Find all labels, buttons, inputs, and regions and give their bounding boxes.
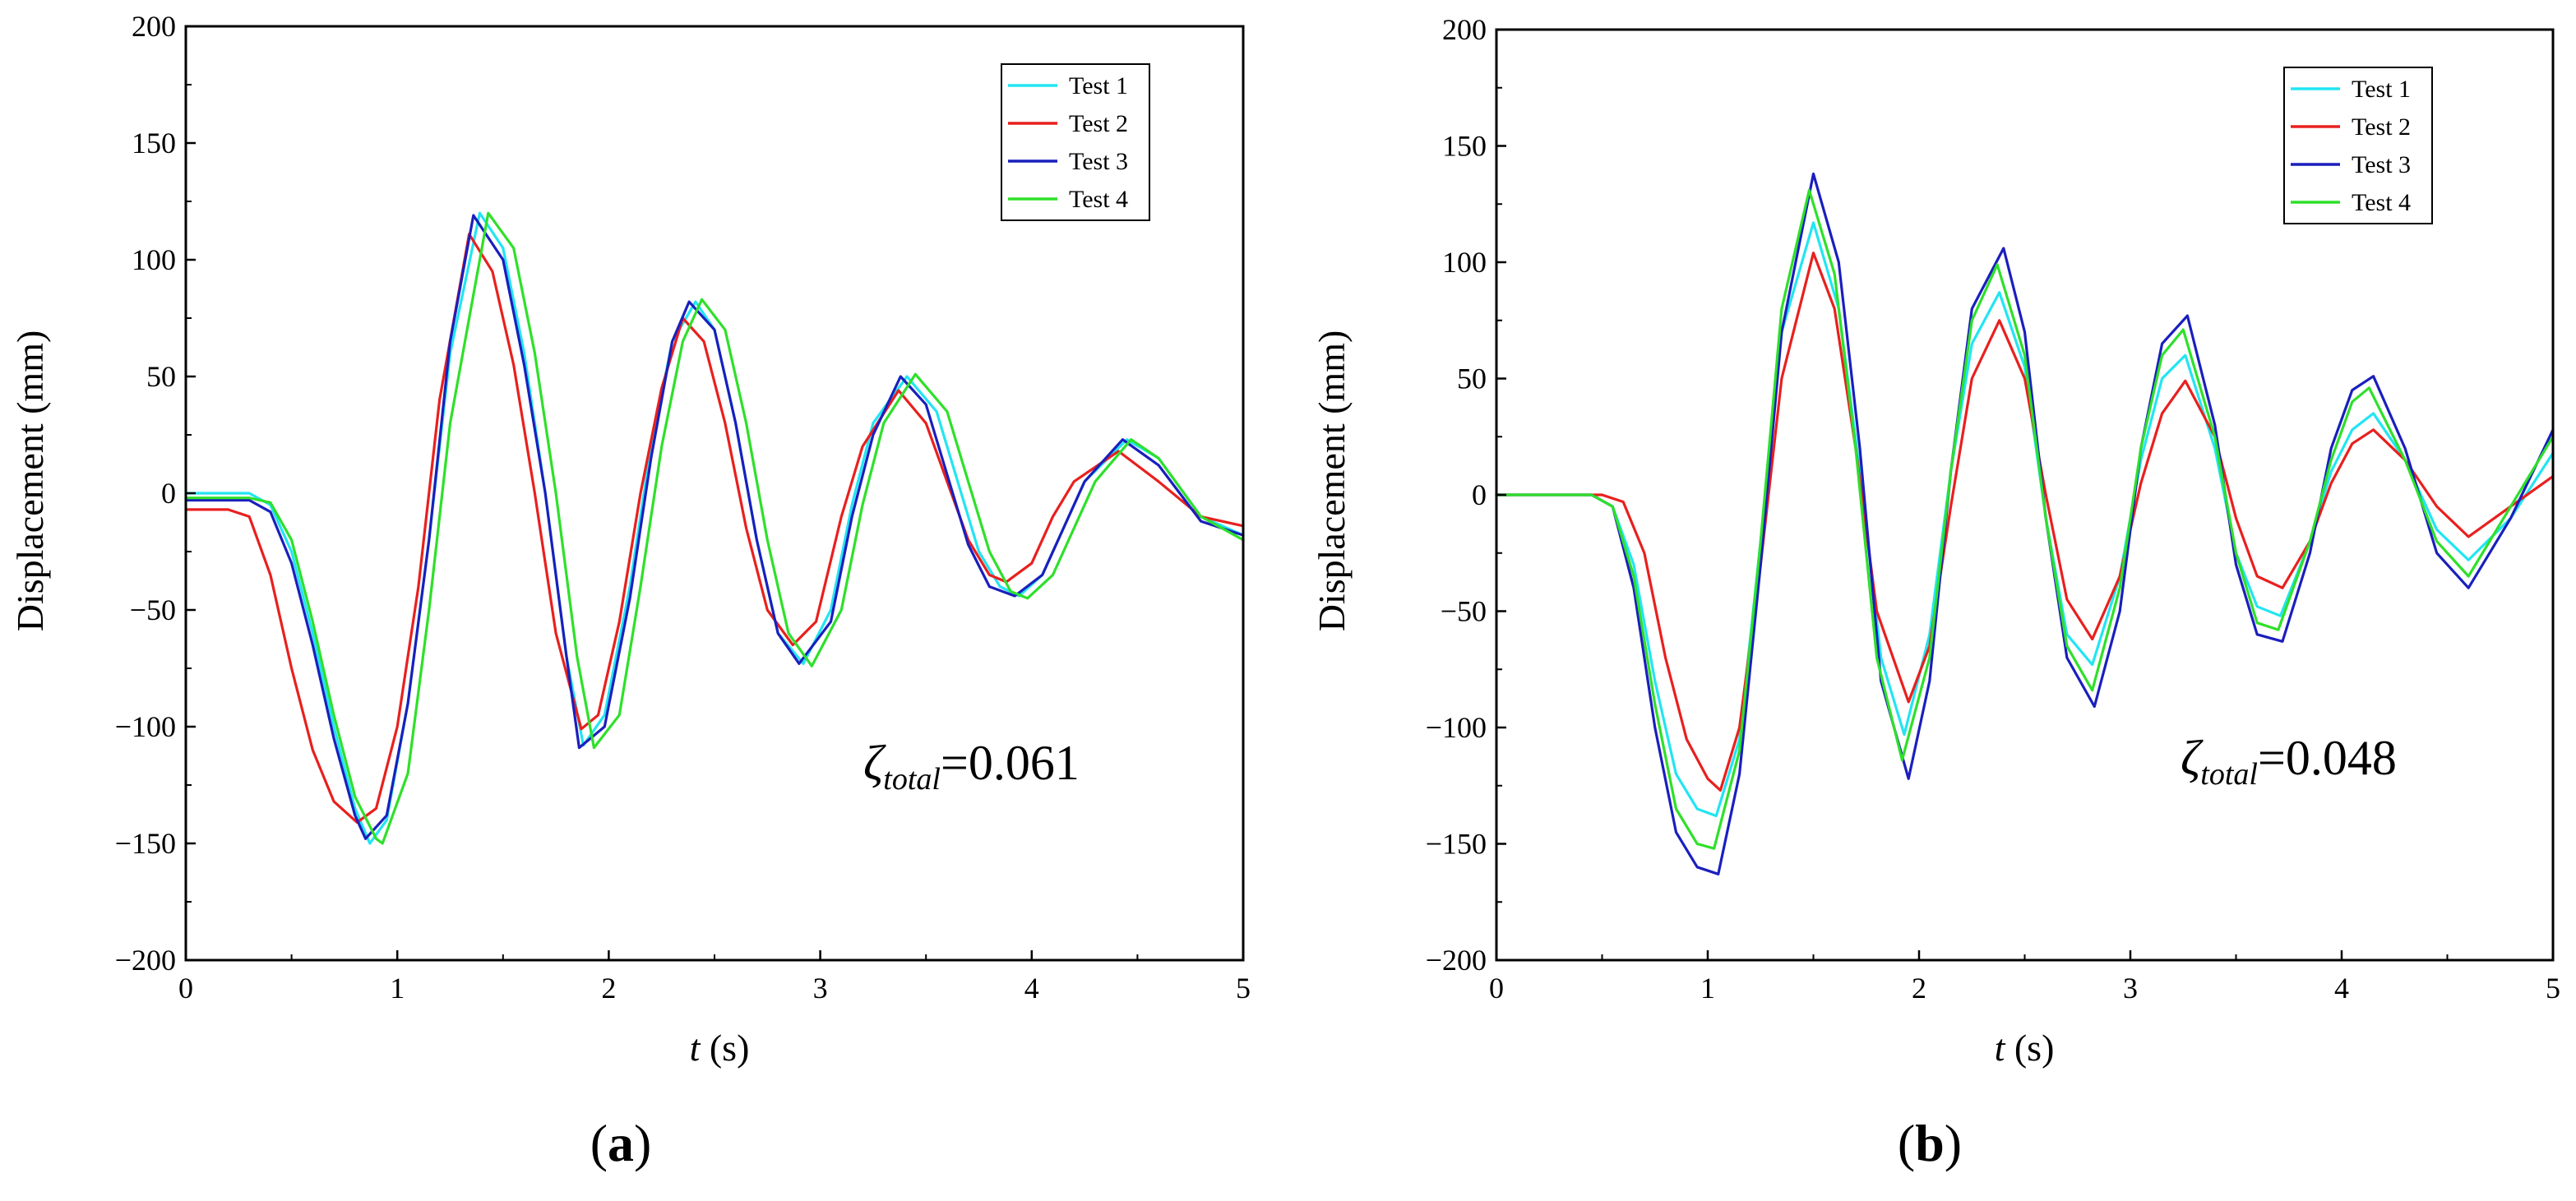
x-tick-label-b-0: 0	[1489, 972, 1504, 1005]
legend-label-b-4: Test 4	[2352, 189, 2411, 216]
x-tick-label-b-1: 1	[1700, 972, 1715, 1005]
legend-label-a-1: Test 1	[1069, 72, 1128, 99]
x-axis-title-b: t (s)	[1995, 1027, 2055, 1069]
y-tick-label-b-7: 150	[1442, 130, 1487, 163]
legend-b: Test 1 Test 2 Test 3 Test 4	[2283, 67, 2433, 224]
legend-label-b-2: Test 2	[2352, 113, 2411, 141]
series-line-a-4	[184, 211, 1245, 845]
damping-annotation-b: ζtotal=0.048	[2181, 731, 2397, 792]
panel-label-b: (b)	[1898, 1114, 1962, 1172]
x-tick-label-a-5: 5	[1236, 972, 1251, 1005]
series-line-b-1	[1495, 221, 2555, 818]
y-axis-title-b: Displacement (mm)	[1311, 330, 1353, 632]
panel-label-letter-b: b	[1915, 1114, 1945, 1172]
y-tick-label-a-2: −100	[115, 710, 176, 743]
series-lines-b	[1495, 172, 2555, 875]
legend-a: Test 1 Test 2 Test 3 Test 4	[1001, 63, 1150, 221]
axis-ticks-b: 0 1 2 3 4 5 −200 −150 −100 −50 0 50 100 150 200	[1426, 13, 2560, 1005]
y-tick-label-b-1: −150	[1426, 828, 1487, 861]
x-axis-var-a: t	[690, 1027, 701, 1069]
zeta-symbol-a: ζ	[863, 736, 886, 790]
y-tick-label-b-8: 200	[1442, 13, 1487, 46]
y-tick-label-a-5: 50	[146, 360, 176, 393]
legend-box-b	[2283, 67, 2433, 224]
y-tick-label-a-4: 0	[161, 477, 176, 510]
y-tick-label-b-4: 0	[1472, 478, 1487, 511]
zeta-value-a: =0.061	[941, 736, 1080, 790]
x-tick-label-a-1: 1	[390, 972, 405, 1005]
x-tick-label-a-0: 0	[178, 972, 193, 1005]
x-tick-label-a-4: 4	[1024, 972, 1039, 1005]
y-tick-label-a-8: 200	[132, 10, 176, 43]
y-tick-label-b-3: −50	[1441, 595, 1487, 628]
y-tick-label-a-0: −200	[115, 944, 176, 977]
x-axis-unit-b: (s)	[2005, 1027, 2054, 1069]
zeta-symbol-b: ζ	[2181, 731, 2204, 785]
legend-label-a-4: Test 4	[1069, 186, 1128, 213]
y-tick-label-b-2: −100	[1426, 711, 1487, 744]
series-line-a-3	[184, 214, 1245, 840]
y-tick-label-a-7: 150	[132, 127, 176, 159]
x-axis-title-a: t (s)	[690, 1027, 750, 1069]
y-tick-label-a-3: −50	[130, 594, 176, 626]
x-tick-label-a-2: 2	[601, 972, 616, 1005]
y-tick-label-b-6: 100	[1442, 246, 1487, 279]
series-line-b-3	[1495, 172, 2555, 875]
chart-panel-a: 0 1 2 3 4 5 −200 −150 −100 −50 0 50 100 150 200 Displa…	[9, 10, 1251, 1172]
zeta-subscript-b: total	[2200, 757, 2258, 792]
x-axis-var-b: t	[1995, 1027, 2006, 1069]
series-line-a-1	[184, 211, 1245, 845]
axis-ticks-a: 0 1 2 3 4 5 −200 −150 −100 −50 0 50 100 150 200	[115, 10, 1251, 1005]
damping-annotation-a: ζtotal=0.061	[863, 736, 1080, 797]
series-line-b-2	[1495, 252, 2555, 792]
y-tick-label-a-6: 100	[132, 243, 176, 276]
x-axis-unit-a: (s)	[700, 1027, 749, 1069]
y-tick-label-b-5: 50	[1457, 363, 1487, 395]
x-tick-label-b-5: 5	[2546, 972, 2560, 1005]
series-lines-a	[184, 211, 1245, 845]
x-tick-label-a-3: 3	[813, 972, 828, 1005]
y-axis-title-a: Displacement (mm)	[9, 330, 51, 632]
chart-panel-b: 0 1 2 3 4 5 −200 −150 −100 −50 0 50 100 150 200 Displa…	[1311, 13, 2560, 1172]
legend-label-a-2: Test 2	[1069, 110, 1128, 137]
y-tick-label-b-0: −200	[1426, 944, 1487, 977]
legend-label-a-3: Test 3	[1069, 148, 1128, 175]
legend-box-a	[1001, 63, 1150, 221]
series-line-b-4	[1495, 188, 2555, 850]
zeta-value-b: =0.048	[2258, 731, 2397, 785]
y-tick-label-a-1: −150	[115, 827, 176, 860]
panel-label-letter-a: a	[608, 1114, 634, 1172]
x-tick-label-b-2: 2	[1912, 972, 1926, 1005]
panel-label-a: (a)	[590, 1114, 652, 1172]
zeta-subscript-a: total	[883, 762, 941, 797]
legend-label-b-3: Test 3	[2352, 151, 2411, 178]
series-line-a-2	[184, 233, 1245, 825]
x-tick-label-b-3: 3	[2123, 972, 2138, 1005]
x-tick-label-b-4: 4	[2334, 972, 2349, 1005]
legend-label-b-1: Test 1	[2352, 76, 2411, 103]
